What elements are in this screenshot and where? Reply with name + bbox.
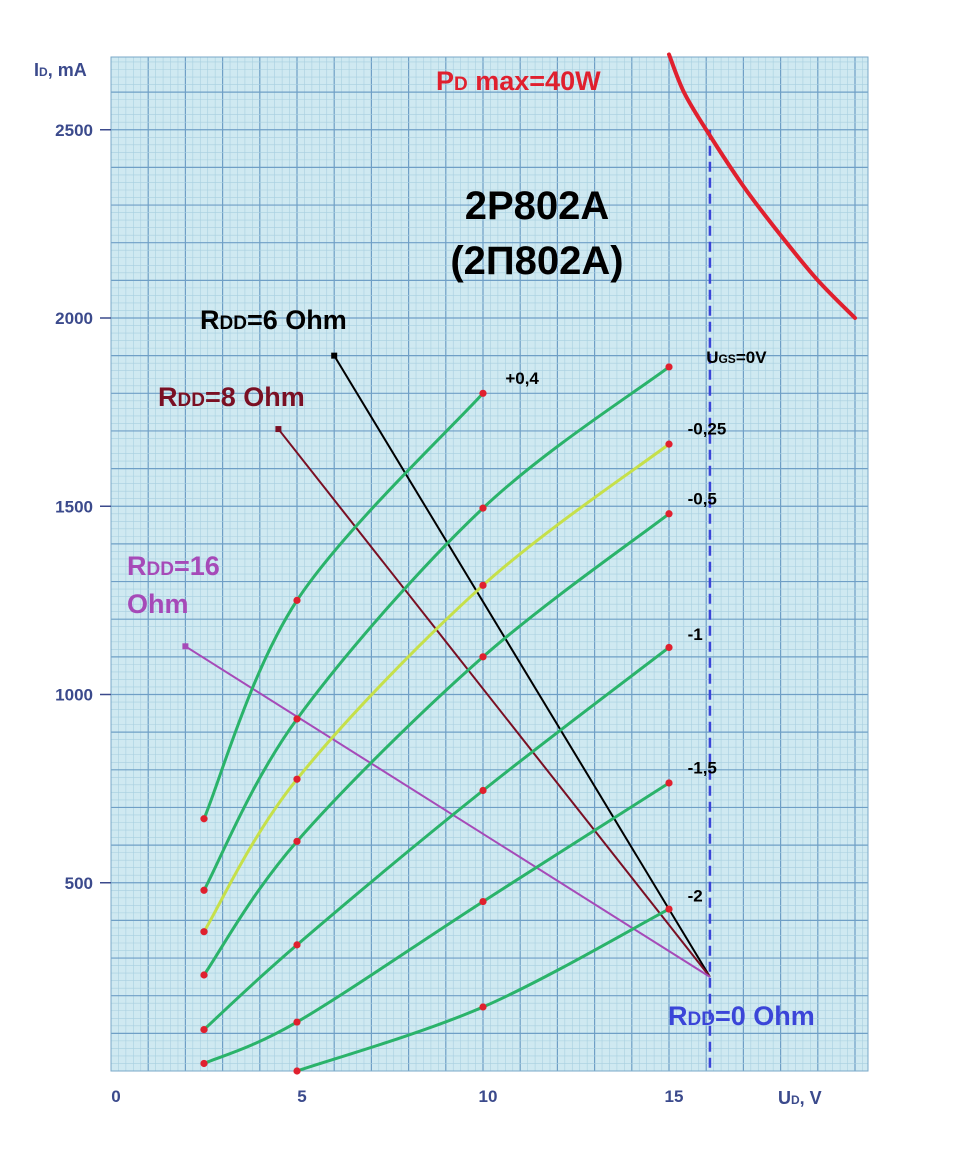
plot-background — [111, 57, 868, 1071]
data-point — [293, 596, 301, 604]
x-axis-label: UD, V — [778, 1088, 822, 1108]
y-axis-ticks: 500 1000 1500 2000 2500 — [55, 121, 111, 893]
data-point — [479, 389, 487, 397]
data-point — [293, 941, 301, 949]
load-line-endpoint — [331, 352, 338, 359]
data-point — [479, 897, 487, 906]
chart-subtitle: (2П802А) — [450, 239, 623, 283]
data-point — [200, 1059, 208, 1068]
annotation-rdd-8: RDD=8 Ohm — [158, 382, 305, 412]
series-line — [202, 645, 671, 1032]
curve-label: -1,5 — [688, 759, 717, 778]
load-lines — [182, 352, 711, 978]
annotation-rdd-16-unit: Ohm — [127, 589, 189, 619]
data-point — [479, 504, 487, 512]
series-line — [202, 781, 671, 1065]
curve-label: -1 — [688, 625, 703, 644]
x-tick-label: 5 — [297, 1087, 306, 1106]
series-line — [202, 442, 671, 934]
y-tick-label: 1000 — [55, 686, 93, 705]
data-point — [200, 971, 208, 979]
annotation-pd-max: PD max=40W — [436, 66, 601, 96]
data-point — [665, 510, 673, 518]
curve-label: +0,4 — [505, 369, 539, 388]
y-tick-label: 1500 — [55, 497, 93, 516]
annotation-rdd-16: RDD=16 — [127, 551, 220, 581]
series-line — [202, 365, 671, 892]
data-point — [200, 928, 208, 936]
data-point — [200, 886, 208, 894]
annotation-rdd-6: RDD=6 Ohm — [200, 305, 347, 335]
series-line — [202, 512, 671, 977]
data-point — [293, 1067, 301, 1075]
x-tick-label: 10 — [479, 1087, 498, 1106]
data-point — [665, 363, 673, 371]
annotation-rdd-0: RDD=0 Ohm — [668, 1001, 815, 1031]
data-point — [200, 1025, 208, 1034]
x-axis-ticks: 0 5 10 15 — [111, 1087, 683, 1106]
data-point — [293, 1018, 301, 1026]
plot-frame — [110, 56, 869, 1072]
load-line-endpoint — [275, 426, 282, 433]
curve-label: UGS=0V — [706, 348, 767, 367]
data-point — [293, 775, 301, 783]
data-point — [665, 440, 673, 448]
data-point — [479, 653, 487, 661]
data-point — [479, 581, 487, 589]
data-point — [665, 905, 673, 913]
curve-labels: +0,4 UGS=0V -0,25 -0,5 -1 -1,5 -2 — [505, 348, 767, 905]
y-axis-label: ID, mA — [34, 60, 87, 80]
y-tick-label: 2500 — [55, 121, 93, 140]
characteristic-curves — [200, 363, 673, 1075]
curve-label: -0,5 — [688, 489, 717, 508]
data-point — [479, 786, 487, 795]
x-tick-label: 0 — [111, 1087, 120, 1106]
data-point — [293, 715, 301, 723]
power-limit-curve — [667, 52, 857, 320]
power-limit-layer — [667, 52, 857, 320]
load-line — [333, 355, 711, 978]
data-point — [479, 1003, 487, 1011]
data-point — [665, 643, 673, 652]
y-tick-label: 2000 — [55, 309, 93, 328]
curve-label: -2 — [688, 887, 703, 906]
x-tick-label: 15 — [665, 1087, 684, 1106]
data-point — [200, 815, 208, 823]
data-point — [293, 837, 301, 845]
y-tick-label: 500 — [65, 874, 93, 893]
curve-label: -0,25 — [688, 420, 727, 439]
load-line-endpoint — [182, 643, 189, 650]
load-line — [277, 428, 711, 978]
data-point — [665, 779, 673, 787]
load-line — [184, 645, 711, 978]
chart-title: 2P802A — [465, 184, 610, 228]
